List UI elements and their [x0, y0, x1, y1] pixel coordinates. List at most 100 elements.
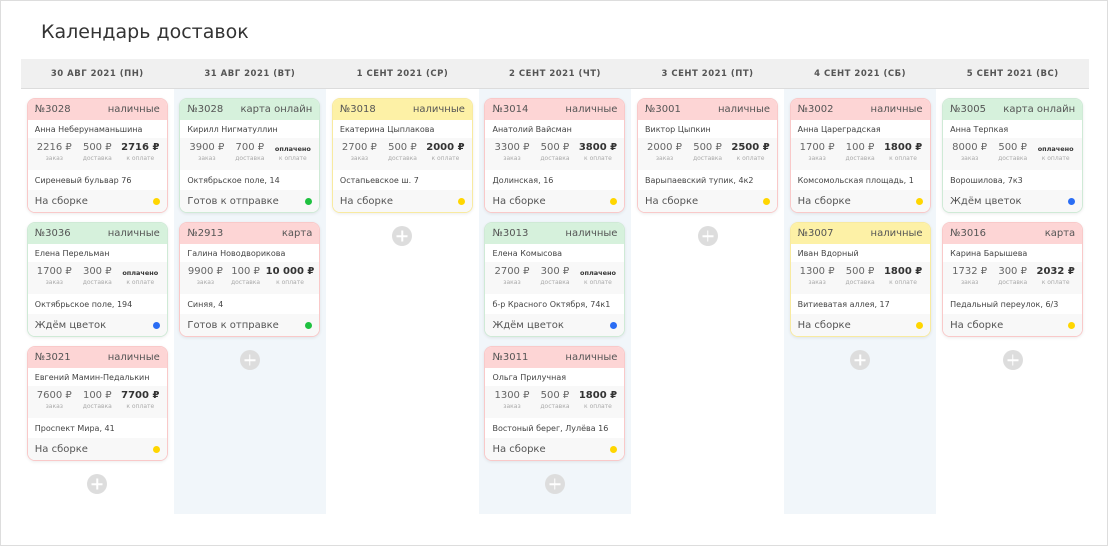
status-text: На сборке — [950, 319, 1004, 331]
order-card[interactable]: №3007 наличные Иван Вдорный 1300 ₽ заказ 5… — [789, 222, 931, 337]
order-card-header: №3007 наличные — [790, 223, 930, 244]
day-cards: №3014 наличные Анатолий Вайсман 3300 ₽ зак… — [478, 89, 632, 514]
order-card[interactable]: №3011 наличные Ольга Прилучная 1300 ₽ зака… — [484, 346, 626, 461]
order-number: №3014 — [492, 104, 529, 115]
total-amount: 1800 ₽ — [883, 142, 923, 153]
delivery-label: доставка — [230, 279, 261, 286]
order-amount: 8000 ₽ — [952, 142, 988, 153]
order-label: заказ — [350, 155, 369, 162]
order-label: заказ — [45, 279, 63, 286]
status-dot-icon — [305, 321, 313, 329]
status-text: Готов к отправке — [187, 195, 279, 207]
order-card-header: №3036 наличные — [27, 223, 167, 244]
order-card[interactable]: №3036 наличные Елена Перельман 1700 ₽ зака… — [26, 222, 168, 337]
order-card[interactable]: №3014 наличные Анатолий Вайсман 3300 ₽ зак… — [484, 98, 626, 213]
order-card-header: №3021 наличные — [27, 347, 167, 368]
order-amount: 3900 ₽ — [189, 142, 225, 153]
order-label: заказ — [503, 279, 521, 286]
delivery-amount: 100 ₽ — [845, 142, 875, 153]
order-number: №3016 — [950, 228, 987, 239]
order-card[interactable]: №3005 карта онлайн Анна Терпкая 8000 ₽ зак… — [942, 98, 1084, 213]
order-card[interactable]: №3016 карта Карина Барышева 1732 ₽ заказ 3… — [942, 222, 1084, 337]
order-amounts: 1700 ₽ заказ 100 ₽ доставка 1800 ₽ к оплате — [790, 138, 930, 170]
delivery-address: б-р Красного Октября, 74к1 — [492, 299, 611, 309]
to-pay-label: к оплате — [278, 155, 307, 162]
customer-name: Анна Неберунаманьшина — [34, 124, 143, 134]
delivery-label: доставка — [998, 155, 1028, 162]
order-card[interactable]: №2913 карта Галина Новодворикова 9900 ₽ за… — [179, 222, 321, 337]
add-order-button[interactable] — [392, 226, 413, 246]
day-cards: №3005 карта онлайн Анна Терпкая 8000 ₽ зак… — [936, 89, 1089, 514]
delivery-amount: 500 ₽ — [388, 142, 417, 153]
payment-method: карта онлайн — [1003, 104, 1076, 115]
order-card[interactable]: №3021 наличные Евгений Мамин-Педалькин 76… — [26, 346, 168, 461]
delivery-address: Долинская, 16 — [492, 175, 554, 185]
order-card[interactable]: №3028 наличные Анна Неберунаманьшина 2216… — [26, 98, 168, 213]
add-order-button[interactable] — [1002, 350, 1023, 370]
order-amount: 1732 ₽ — [952, 266, 988, 277]
day-column: 5 СЕНТ 2021 (ВС) №3005 карта онлайн Анна … — [936, 59, 1089, 514]
day-header: 31 АВГ 2021 (ВТ) — [173, 59, 327, 89]
order-card[interactable]: №3001 наличные Виктор Цыпкин 2000 ₽ заказ … — [637, 98, 779, 213]
day-column: 2 СЕНТ 2021 (ЧТ) №3014 наличные Анатолий … — [478, 59, 632, 514]
to-pay-label: к оплате — [1041, 279, 1070, 286]
status-text: На сборке — [339, 195, 394, 207]
customer-name: Карина Барышева — [950, 248, 1028, 258]
add-order-button[interactable] — [544, 474, 565, 494]
customer-name: Елена Комысова — [492, 248, 563, 258]
day-column: 31 АВГ 2021 (ВТ) №3028 карта онлайн Кирил… — [173, 59, 327, 514]
status-text: Ждём цветок — [34, 319, 107, 331]
order-status: На сборке — [27, 438, 167, 460]
status-dot-icon — [763, 197, 771, 205]
status-dot-icon — [915, 321, 923, 329]
delivery-label: доставка — [540, 155, 570, 162]
total-amount: оплачено — [274, 145, 311, 153]
order-amounts: 1300 ₽ заказ 500 ₽ доставка 1800 ₽ к оплате — [485, 386, 625, 418]
to-pay-label: к оплате — [126, 279, 155, 286]
payment-method: наличные — [107, 228, 160, 239]
to-pay-label: к оплате — [431, 155, 460, 162]
status-text: На сборке — [492, 195, 546, 207]
order-number: №3005 — [950, 104, 987, 115]
customer-name: Евгений Мамин-Педалькин — [34, 372, 150, 382]
order-card[interactable]: №3018 наличные Екатерина Цыплакова 2700 ₽… — [331, 98, 473, 213]
day-header: 30 АВГ 2021 (ПН) — [21, 59, 174, 89]
payment-method: наличные — [565, 228, 618, 239]
order-status: На сборке — [332, 190, 472, 212]
order-amounts: 8000 ₽ заказ 500 ₽ доставка оплачено к опла… — [943, 138, 1083, 170]
delivery-label: доставка — [82, 155, 112, 162]
order-status: Готов к отправке — [180, 190, 320, 212]
order-card[interactable]: №3013 наличные Елена Комысова 2700 ₽ заказ… — [484, 222, 626, 337]
order-card-header: №2913 карта — [180, 223, 320, 244]
add-order-button[interactable] — [239, 350, 260, 370]
order-card[interactable]: №3002 наличные Анна Цареградская 1700 ₽ за… — [789, 98, 931, 213]
order-label: заказ — [808, 279, 826, 286]
delivery-label: доставка — [82, 279, 112, 286]
delivery-calendar-board: 30 АВГ 2021 (ПН) №3028 наличные Анна Небе… — [21, 59, 1089, 514]
delivery-amount: 300 ₽ — [82, 266, 112, 277]
status-dot-icon — [610, 321, 618, 329]
customer-name: Анна Цареградская — [797, 124, 881, 134]
add-order-button[interactable] — [87, 474, 108, 494]
total-amount: 2000 ₽ — [426, 142, 465, 153]
order-number: №3007 — [797, 228, 834, 239]
day-header: 3 СЕНТ 2021 (ПТ) — [631, 59, 784, 89]
payment-method: наличные — [412, 104, 465, 115]
order-status: На сборке — [790, 314, 930, 336]
total-amount: оплачено — [580, 269, 616, 277]
order-amounts: 3300 ₽ заказ 500 ₽ доставка 3800 ₽ к оплате — [485, 138, 625, 170]
add-order-button[interactable] — [850, 350, 871, 370]
order-amounts: 9900 ₽ заказ 100 ₽ доставка 10 000 ₽ к опла… — [180, 262, 320, 294]
order-amount: 2700 ₽ — [494, 266, 530, 277]
delivery-amount: 700 ₽ — [235, 142, 265, 153]
order-card[interactable]: №3028 карта онлайн Кирилл Нигматуллин 390… — [179, 98, 321, 213]
payment-method: наличные — [870, 104, 923, 115]
delivery-amount: 500 ₽ — [845, 266, 875, 277]
status-text: На сборке — [492, 443, 546, 455]
order-label: заказ — [960, 279, 979, 286]
order-number: №3018 — [339, 104, 376, 115]
add-order-button[interactable] — [697, 226, 718, 246]
status-text: На сборке — [645, 195, 699, 207]
status-dot-icon — [457, 197, 465, 205]
delivery-label: доставка — [540, 279, 570, 286]
